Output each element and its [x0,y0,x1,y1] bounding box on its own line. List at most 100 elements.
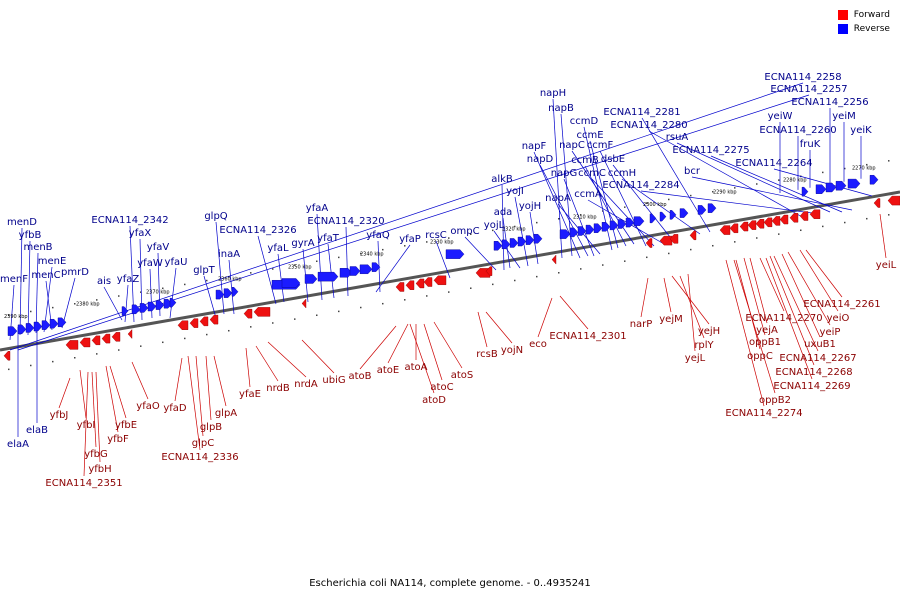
reverse-gene-arrow[interactable] [517,236,527,247]
reverse-gene-arrow[interactable] [445,249,465,259]
reverse-gene-arrow[interactable] [835,180,847,191]
forward-gene-arrow[interactable] [423,277,433,287]
reverse-gene-arrow[interactable] [815,184,827,194]
reverse-gene-arrow[interactable] [223,288,233,298]
reverse-gene-arrow[interactable] [525,235,535,245]
forward-gene-arrow[interactable] [65,340,79,350]
reverse-gene-arrow[interactable] [577,226,587,236]
reverse-gene-arrow[interactable] [304,274,318,284]
forward-gene-arrow[interactable] [551,254,557,265]
reverse-gene-arrow[interactable] [509,238,519,248]
reverse-gene-arrow[interactable] [231,287,239,297]
forward-gene-arrow[interactable] [669,234,679,244]
forward-gene-arrow[interactable] [779,214,789,225]
forward-gene-arrow[interactable] [689,230,697,241]
forward-gene-arrow[interactable] [771,216,781,226]
forward-gene-arrow[interactable] [763,217,773,228]
rail-dot [338,256,340,259]
reverse-gene-arrow[interactable] [317,271,339,282]
forward-gene-arrow[interactable] [729,223,739,234]
reverse-gene-arrow[interactable] [669,210,677,220]
rail-dot [316,260,318,263]
reverse-gene-arrow[interactable] [121,306,129,316]
reverse-gene-arrow[interactable] [349,266,361,276]
reverse-gene-arrow[interactable] [609,220,619,231]
forward-gene-arrow[interactable] [301,298,307,309]
reverse-gene-arrow[interactable] [559,229,571,239]
reverse-gene-arrow[interactable] [593,223,603,233]
reverse-gene-arrow[interactable] [147,301,157,312]
forward-gene-label: yfaO [136,401,160,412]
reverse-gene-arrow[interactable] [847,178,861,189]
reverse-gene-arrow[interactable] [371,262,381,272]
reverse-gene-arrow[interactable] [139,303,149,313]
forward-gene-arrow[interactable] [177,320,189,330]
reverse-gene-arrow[interactable] [533,234,543,244]
forward-gene-arrow[interactable] [91,335,101,346]
forward-gene-arrow[interactable] [747,220,757,230]
reverse-gene-arrow[interactable] [155,300,165,310]
forward-gene-arrow[interactable] [189,318,199,328]
forward-gene-arrow[interactable] [415,278,425,289]
forward-gene-arrow[interactable] [209,314,219,325]
reverse-gene-arrow[interactable] [169,297,177,308]
reverse-gene-arrow[interactable] [625,217,635,228]
forward-gene-arrow[interactable] [659,235,673,246]
reverse-gene-arrow[interactable] [679,208,689,218]
reverse-gene-arrow[interactable] [281,278,301,288]
forward-gene-arrow[interactable] [809,209,821,219]
reverse-gene-arrow[interactable] [359,264,373,274]
forward-leader-line [787,251,831,326]
forward-leader-line [879,213,887,259]
reverse-gene-arrow[interactable] [659,211,667,222]
forward-gene-arrow[interactable] [111,332,121,342]
forward-gene-arrow[interactable] [887,195,900,206]
reverse-gene-arrow[interactable] [33,321,43,332]
reverse-gene-arrow[interactable] [869,175,879,185]
reverse-gene-arrow[interactable] [501,239,511,250]
forward-gene-label: yeiP [820,327,841,338]
forward-gene-arrow[interactable] [79,337,91,348]
forward-gene-arrow[interactable] [645,238,653,248]
reverse-gene-arrow[interactable] [569,227,579,238]
forward-gene-arrow[interactable] [799,211,809,221]
forward-gene-arrow[interactable] [485,266,493,276]
reverse-gene-arrow[interactable] [585,224,595,235]
forward-gene-arrow[interactable] [739,221,749,232]
reverse-gene-arrow[interactable] [17,324,27,335]
forward-gene-arrow[interactable] [755,219,765,229]
reverse-gene-arrow[interactable] [131,304,141,315]
forward-gene-arrow[interactable] [199,316,209,327]
reverse-gene-arrow[interactable] [601,222,611,232]
reverse-gene-arrow[interactable] [57,317,67,328]
forward-gene-arrow[interactable] [243,308,253,319]
reverse-gene-arrow[interactable] [617,219,627,229]
forward-gene-arrow[interactable] [127,328,133,340]
forward-gene-arrow[interactable] [719,225,731,235]
rail-dot [624,260,626,262]
reverse-gene-arrow[interactable] [825,182,837,193]
reverse-gene-arrow[interactable] [25,323,35,333]
reverse-gene-arrow[interactable] [697,205,707,215]
forward-gene-arrow[interactable] [253,307,271,317]
forward-gene-arrow[interactable] [3,351,11,361]
forward-gene-arrow[interactable] [789,213,799,223]
reverse-gene-arrow[interactable] [633,216,645,226]
reverse-gene-arrow[interactable] [49,319,59,329]
forward-gene-arrow[interactable] [101,333,111,344]
reverse-gene-arrow[interactable] [215,289,225,300]
forward-gene-arrow[interactable] [433,275,447,285]
reverse-gene-arrow[interactable] [41,320,51,330]
forward-gene-arrow[interactable] [873,198,881,208]
forward-gene-arrow[interactable] [405,280,415,290]
reverse-gene-arrow[interactable] [7,326,18,336]
legend-forward-label: Forward [853,10,890,20]
reverse-gene-arrow[interactable] [649,213,657,224]
reverse-gene-arrow[interactable] [707,203,717,213]
forward-gene-arrow[interactable] [395,282,405,292]
reverse-gene-label: napB [548,103,574,114]
reverse-gene-arrow[interactable] [801,186,809,197]
reverse-gene-arrow[interactable] [493,241,503,251]
forward-leader-line [105,365,119,433]
